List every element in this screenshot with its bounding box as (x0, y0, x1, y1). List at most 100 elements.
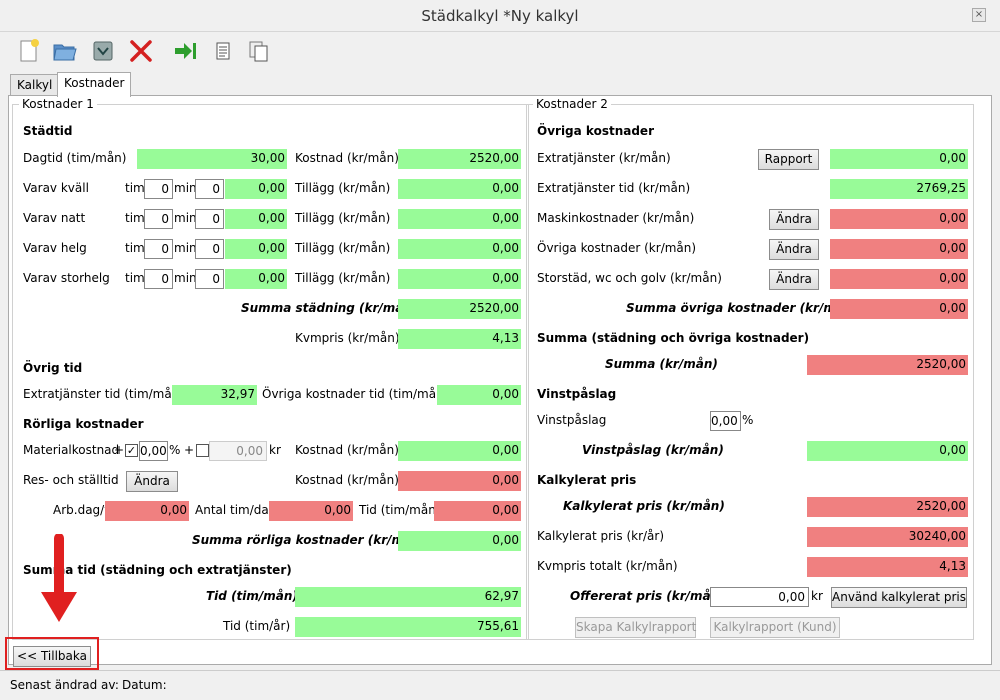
varav-natt-label: Varav natt (23, 211, 86, 225)
section-header: Summa tid (städning och extratjänster) (23, 563, 292, 577)
kr-label: kr (811, 589, 823, 603)
toolbar (8, 36, 408, 68)
open-folder-icon[interactable] (50, 36, 80, 66)
summa-rorliga-label: Summa rörliga kostnader (kr/mån) (192, 533, 427, 547)
storhelg-tillagg-value: 0,00 (398, 269, 521, 289)
summa-value: 2520,00 (807, 355, 968, 375)
vinstpaslag-result-value: 0,00 (807, 441, 968, 461)
kvmpris-totalt-label: Kvmpris totalt (kr/mån) (537, 559, 678, 573)
storhelg-min-input[interactable]: 0 (195, 269, 224, 289)
summa-ovriga-label: Summa övriga kostnader (kr/mån) (626, 301, 858, 315)
helg-tim-input[interactable]: 0 (144, 239, 173, 259)
dagtid-value: 30,00 (137, 149, 287, 169)
tillagg-label: Tillägg (kr/mån) (295, 211, 391, 225)
maskinkostnader-value: 0,00 (830, 209, 968, 229)
natt-value: 0,00 (225, 209, 287, 229)
kvall-tillagg-value: 0,00 (398, 179, 521, 199)
changed-by-label: Senast ändrad av: (10, 678, 119, 692)
tid-ar-value: 755,61 (295, 617, 521, 637)
tim-label: tim (125, 271, 145, 285)
offererat-pris-input[interactable]: 0,00 (710, 587, 809, 607)
storstad-andra-button[interactable]: Ändra (769, 269, 819, 290)
group-kostnader-1: Kostnader 1 Städtid Dagtid (tim/mån) 30,… (12, 97, 529, 640)
material-kr-checkbox[interactable] (196, 444, 209, 457)
natt-tillagg-value: 0,00 (398, 209, 521, 229)
tid-man-label: Tid (tim/mån) (206, 589, 298, 603)
natt-min-input[interactable]: 0 (195, 209, 224, 229)
storhelg-tim-input[interactable]: 0 (144, 269, 173, 289)
kvmpris-totalt-value: 4,13 (807, 557, 968, 577)
document-icon[interactable] (208, 36, 238, 66)
extratjanster-tid-value: 2769,25 (830, 179, 968, 199)
extratjanster-label: Extratjänster (kr/mån) (537, 151, 671, 165)
tab-kalkyl[interactable]: Kalkyl (10, 74, 60, 96)
ovriga-kostnader-label: Övriga kostnader (kr/mån) (537, 241, 697, 255)
tid-man-value: 62,97 (295, 587, 521, 607)
anvand-kalkylerat-pris-button[interactable]: Använd kalkylerat pris (831, 587, 967, 608)
arbdag-value: 0,00 (105, 501, 189, 521)
save-icon[interactable] (88, 36, 118, 66)
plus-label: + (184, 443, 195, 457)
kvall-min-input[interactable]: 0 (195, 179, 224, 199)
extratjanster-tid-label: Extratjänster tid (tim/mån) (23, 387, 185, 401)
summa-rorliga-value: 0,00 (398, 531, 521, 551)
material-kr-input[interactable]: 0,00 (209, 441, 267, 461)
kalkylerat-ar-value: 30240,00 (807, 527, 968, 547)
kostnad-label: Kostnad (kr/mån) (295, 443, 399, 457)
export-icon[interactable] (170, 36, 200, 66)
section-header: Övriga kostnader (537, 124, 654, 138)
antal-tim-label: Antal tim/dag (195, 503, 277, 517)
varav-helg-label: Varav helg (23, 241, 87, 255)
kalkylrapport-kund-button[interactable]: Kalkylrapport (Kund) (710, 617, 840, 638)
natt-tim-input[interactable]: 0 (144, 209, 173, 229)
summa-ovriga-value: 0,00 (830, 299, 968, 319)
plus-label: + (114, 443, 125, 457)
tillagg-label: Tillägg (kr/mån) (295, 181, 391, 195)
material-percent-input[interactable]: 0,00 (139, 441, 168, 461)
ovriga-andra-button[interactable]: Ändra (769, 239, 819, 260)
tab-panel: Kostnader 1 Städtid Dagtid (tim/mån) 30,… (5, 95, 992, 670)
section-header: Övrig tid (23, 361, 83, 375)
kr-label: kr (269, 443, 281, 457)
delete-icon[interactable] (126, 36, 156, 66)
back-button[interactable]: << Tillbaka (13, 646, 91, 667)
date-label: Datum: (122, 678, 167, 692)
maskin-andra-button[interactable]: Ändra (769, 209, 819, 230)
highlight-box (5, 637, 99, 670)
section-header: Kalkylerat pris (537, 473, 637, 487)
copy-icon[interactable] (244, 36, 274, 66)
arrow-icon (41, 534, 77, 622)
tim-label: tim (125, 241, 145, 255)
section-header: Rörliga kostnader (23, 417, 144, 431)
tab-kostnader[interactable]: Kostnader (57, 72, 132, 97)
helg-value: 0,00 (225, 239, 287, 259)
skapa-kalkylrapport-button[interactable]: Skapa Kalkylrapport (575, 617, 696, 638)
summa-stadning-label: Summa städning (kr/mån) (241, 301, 418, 315)
vinstpaslag-input[interactable]: 0,00 (710, 411, 741, 431)
extratjanster-tid-value: 32,97 (172, 385, 257, 405)
tim-label: tim (125, 181, 145, 195)
tid-label: Tid (tim/mån) (359, 503, 441, 517)
kvall-value: 0,00 (225, 179, 287, 199)
kostnad-label: Kostnad (kr/mån) (295, 151, 399, 165)
summa-stadning-value: 2520,00 (398, 299, 521, 319)
tid-value: 0,00 (434, 501, 521, 521)
res-andra-button[interactable]: Ändra (126, 471, 178, 492)
extratjanster-value: 0,00 (830, 149, 968, 169)
material-kostnad-value: 0,00 (398, 441, 521, 461)
close-icon[interactable]: × (972, 8, 986, 22)
group-kostnader-2: Kostnader 2 Övriga kostnader Extratjänst… (526, 97, 974, 640)
rapport-button[interactable]: Rapport (758, 149, 819, 170)
tillagg-label: Tillägg (kr/mån) (295, 271, 391, 285)
helg-min-input[interactable]: 0 (195, 239, 224, 259)
res-kostnad-value: 0,00 (398, 471, 521, 491)
material-percent-checkbox[interactable]: ✓ (125, 444, 138, 457)
kalkylerat-man-label: Kalkylerat pris (kr/mån) (563, 499, 725, 513)
kvmpris-label: Kvmpris (kr/mån) (295, 331, 400, 345)
dagtid-label: Dagtid (tim/mån) (23, 151, 127, 165)
maskinkostnader-label: Maskinkostnader (kr/mån) (537, 211, 695, 225)
section-header: Städtid (23, 124, 73, 138)
min-label: min (174, 181, 197, 195)
kvall-tim-input[interactable]: 0 (144, 179, 173, 199)
new-document-icon[interactable] (14, 36, 44, 66)
